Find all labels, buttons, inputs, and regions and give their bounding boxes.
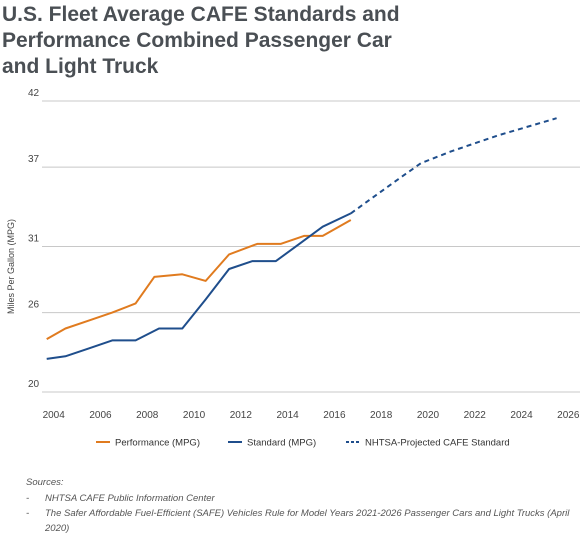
source-bullet: - [26, 493, 30, 504]
chart-title-line: U.S. Fleet Average CAFE Standards and [2, 3, 400, 26]
y-tick-label: 31 [28, 234, 40, 245]
x-tick-label: 2012 [230, 410, 253, 421]
x-tick-label: 2006 [89, 410, 112, 421]
sources-section: Sources: - NHTSA CAFE Public Information… [26, 475, 576, 536]
series-line [46, 219, 352, 340]
legend-label: NHTSA-Projected CAFE Standard [365, 438, 510, 449]
y-tick-label: 20 [28, 379, 40, 390]
source-item: - NHTSA CAFE Public Information Center [26, 491, 576, 506]
series-line [350, 117, 557, 215]
x-tick-label: 2004 [43, 410, 66, 421]
x-tick-label: 2022 [464, 410, 487, 421]
sources-heading: Sources: [26, 477, 64, 488]
x-tick-label: 2008 [136, 410, 159, 421]
y-tick-label: 42 [28, 88, 40, 99]
source-item: - The Safer Affordable Fuel-Efficient (S… [26, 506, 576, 536]
chart-title: U.S. Fleet Average CAFE Standards and Pe… [2, 2, 572, 80]
x-tick-label: 2010 [183, 410, 206, 421]
series-line [46, 212, 352, 360]
source-bullet: - [26, 508, 30, 519]
source-text: NHTSA CAFE Public Information Center [45, 493, 215, 504]
x-tick-label: 2026 [557, 410, 580, 421]
y-axis-label: Miles Per Gallon (MPG) [6, 219, 16, 314]
x-tick-label: 2014 [276, 410, 299, 421]
y-tick-label: 37 [28, 154, 40, 165]
x-tick-label: 2016 [323, 410, 346, 421]
chart-title-line: Performance Combined Passenger Car [2, 29, 392, 52]
y-tick-label: 26 [28, 300, 40, 311]
source-text: The Safer Affordable Fuel-Efficient (SAF… [45, 508, 570, 534]
chart-title-line: and Light Truck [2, 55, 159, 78]
x-tick-label: 2020 [417, 410, 440, 421]
legend-label: Performance (MPG) [115, 438, 200, 449]
legend-label: Standard (MPG) [247, 438, 316, 449]
x-tick-label: 2024 [510, 410, 533, 421]
x-tick-label: 2018 [370, 410, 393, 421]
